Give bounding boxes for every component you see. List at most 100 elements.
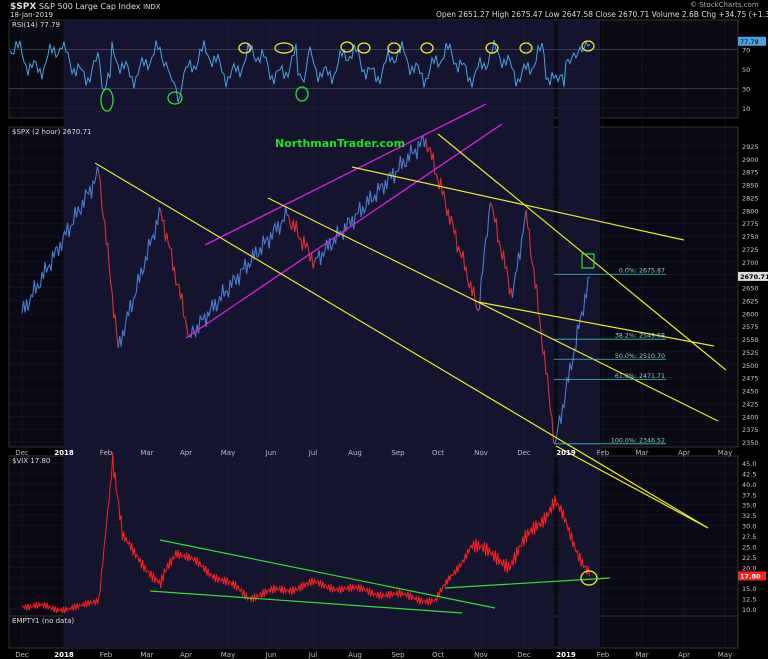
target-box [581,253,595,269]
exchange: INDX [143,3,161,11]
header-date: 18-Jan-2019 [10,11,53,19]
x-tick-label: Mar [140,651,153,659]
shaded-2018-region [64,20,554,648]
price-y-tick: 2750 [742,233,759,241]
annotation-layer: 0.0%: 2675.87 38.2%: 2549.68 50.0%: 2510.7… [94,40,727,614]
fib-label: 100.0%: 2346.52 [611,437,665,444]
price-segment [425,138,479,312]
x-tick-label: May [718,449,732,457]
x-tick-label: Nov [474,449,488,457]
price-segment [160,210,190,337]
x-tick-label: Oct [432,449,444,457]
axis-layer: Dec Dec 2018 2018 Feb Feb Mar Mar Apr Apr May May Ju… [15,36,768,659]
rsi-y-tick: 50 [742,66,750,74]
price-segment [47,166,100,271]
price-segment [21,261,49,314]
credit: © StockCharts.com [690,1,759,9]
x-tick-label: Jul [308,449,318,457]
channel-lower-line [185,123,503,339]
price-segment [117,206,162,348]
x-tick-label: Dec [15,651,29,659]
x-tick-label: Apr [678,651,690,659]
vix-line [21,452,590,614]
x-tick-label: Sep [391,449,405,457]
trendline [477,301,715,347]
trendline [437,133,727,371]
x-tick-label: Mar [635,651,648,659]
price-y-tick: 2350 [742,439,759,447]
x-tick-label: May [221,449,235,457]
rsi-overbought-circle [238,42,252,54]
rsi-y-tick: 30 [742,86,750,94]
x-tick-label: 2018 [54,449,74,457]
price-y-tick: 2925 [742,143,759,151]
price-y-tick: 2625 [742,297,759,305]
vix-upper-trendline [159,539,496,609]
x-tick-label: Apr [678,449,690,457]
trendline-extension [555,445,709,529]
trendline [351,166,685,241]
price-last-badge [738,271,768,281]
vix-circle [580,570,598,586]
x-tick-label: Feb [597,449,610,457]
price-segment [489,202,513,298]
price-y-tick: 2850 [742,182,759,190]
rsi-last-label: 77.79 [740,38,759,46]
x-tick-label: Sep [391,651,405,659]
rsi-layer [9,39,591,103]
vix-y-tick: 42.5 [742,470,756,478]
vix-last-label: 17.80 [740,572,761,580]
price-y-tick: 2725 [742,246,759,254]
vix-y-tick: 20.0 [742,564,756,572]
rsi-last-badge [738,36,766,46]
x-tick-label: Aug [348,651,362,659]
x-tick-label: Feb [100,449,113,457]
grid-lines [9,20,738,648]
price-segment [511,210,527,298]
price-y-tick: 2450 [742,388,759,396]
x-tick-label: Dec [15,449,29,457]
rsi-overbought-circle [581,40,595,52]
x-tick-label: Feb [597,651,610,659]
vix-y-tick: 40.0 [742,481,756,489]
price-y-tick: 2400 [742,413,759,421]
header-ohlc: Open 2651.27 High 2675.47 Low 2647.58 Cl… [436,10,768,19]
price-y-tick: 2875 [742,169,759,177]
vix-lower-trendline [149,590,463,614]
price-segment [287,214,316,269]
price-y-tick: 2575 [742,323,759,331]
price-y-tick: 2900 [742,156,759,164]
header-title: $SPX S&P 500 Large Cap Index INDX [10,2,161,12]
rsi-overbought-circle [519,42,533,54]
x-tick-label: Dec [517,449,531,457]
vix-y-tick: 45.0 [742,460,756,468]
x-tick-label: Oct [432,651,444,659]
vix-support-line [444,577,611,589]
rsi-overbought-circle [420,42,434,54]
vix-y-tick: 12.5 [742,596,756,604]
rsi-oversold-circle [100,88,114,112]
price-y-tick: 2550 [742,336,759,344]
trendline [267,197,719,422]
fib-label: 0.0%: 2675.87 [619,268,665,275]
vix-y-tick: 37.5 [742,491,756,499]
rsi-title: RSI(14) 77.79 [12,21,61,29]
x-tick-label: 2018 [54,651,74,659]
rsi-overbought-circle [387,42,401,54]
price-y-tick: 2650 [742,285,759,293]
vix-y-tick: 25.0 [742,543,756,551]
empty-title: EMPTY1 (no data) [12,617,75,625]
rsi-overbought-circle [485,42,499,54]
vix-y-tick: 22.5 [742,554,756,562]
price-y-tick: 2475 [742,375,759,383]
rsi-overbought-circle [357,42,371,54]
price-segment [314,134,427,266]
price-y-tick: 2800 [742,207,759,215]
vix-y-tick: 30.0 [742,523,756,531]
fib-label: 38.2%: 2549.68 [615,333,665,340]
trendline [94,162,709,529]
rsi-line [9,39,591,103]
x-tick-label: 2019 [556,449,576,457]
x-tick-label: Aug [348,449,362,457]
